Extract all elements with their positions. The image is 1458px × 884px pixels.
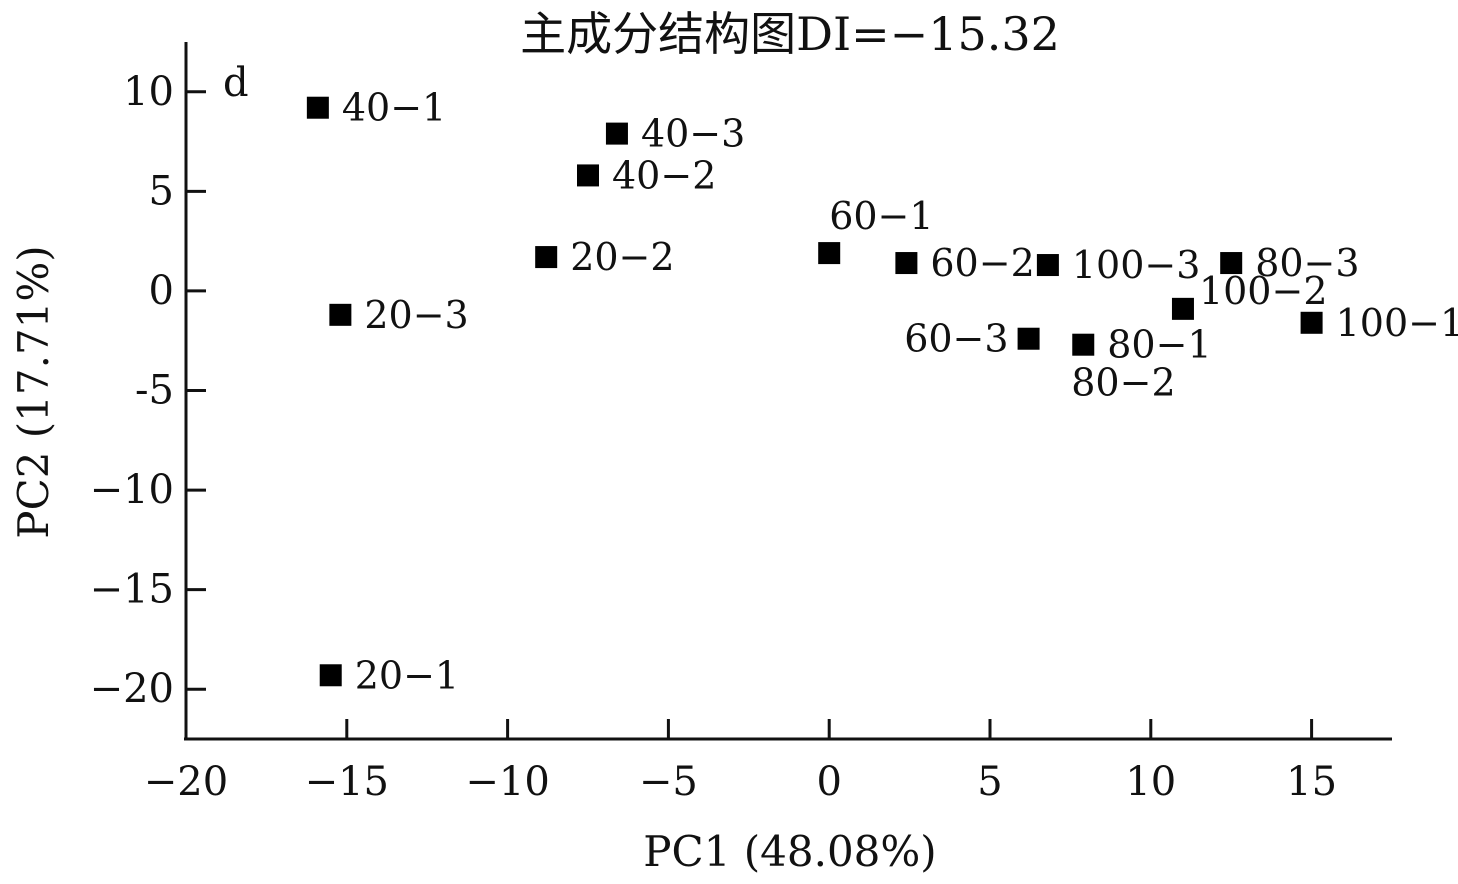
point-label-100-2: 100−2 [1199, 269, 1328, 313]
data-point-60-3 [1017, 327, 1040, 350]
x-tick-label: 15 [1286, 759, 1337, 805]
x-tick-label: 0 [816, 759, 841, 805]
point-label-80-1: 80−1 [1107, 323, 1211, 367]
chart-title: 主成分结构图DI=−15.32 [520, 7, 1060, 61]
x-tick-label: −10 [465, 759, 549, 805]
panel-letter: d [223, 60, 249, 106]
point-label-40-2: 40−2 [612, 153, 716, 197]
data-point-40-3 [605, 122, 628, 145]
data-point-labels: 40−1 40−340−2 20−2 20−3 20−1 60−160−2 100−3 80−… [342, 86, 1458, 698]
data-point-60-2 [895, 252, 918, 275]
x-tick-label: −5 [639, 759, 698, 805]
data-point-20-3 [329, 303, 352, 326]
data-points [306, 96, 1323, 687]
y-tick-label: 0 [149, 268, 174, 314]
y-tick-label: −10 [90, 467, 174, 513]
x-tick-label: −15 [305, 759, 389, 805]
data-point-20-2 [535, 246, 558, 269]
point-label-80-2: 80−2 [1071, 361, 1175, 405]
y-axis-ticks: 10 5 0 -5 −10 −15 −20 [90, 69, 206, 712]
y-tick-label: 5 [149, 168, 174, 214]
x-axis-label: PC1 (48.08%) [643, 827, 936, 876]
point-label-60-2: 60−2 [930, 241, 1034, 285]
point-label-20-2: 20−2 [570, 235, 674, 279]
x-tick-label: −20 [144, 759, 228, 805]
data-point-100-2 [1171, 297, 1194, 320]
data-point-100-1 [1300, 311, 1323, 334]
y-tick-label: -5 [135, 368, 174, 414]
point-label-60-1: 60−1 [829, 194, 933, 238]
data-point-40-2 [577, 164, 599, 187]
point-label-100-3: 100−3 [1072, 243, 1201, 287]
point-label-20-3: 20−3 [364, 293, 468, 337]
data-point-60-1 [818, 242, 841, 265]
point-label-100-1: 100−1 [1336, 301, 1458, 345]
point-label-40-1: 40−1 [342, 86, 446, 130]
data-point-80-1 [1072, 333, 1095, 356]
y-axis-label: PC2 (17.71%) [9, 245, 58, 538]
y-tick-label: 10 [123, 69, 174, 115]
data-point-80-3 [1220, 252, 1243, 275]
x-axis-ticks: −20 −15 −10 −5 0 5 10 15 [144, 719, 1337, 805]
data-point-40-1 [306, 96, 329, 119]
point-label-80-3: 80−3 [1255, 241, 1359, 285]
data-point-100-3 [1036, 254, 1059, 277]
y-tick-label: −20 [90, 666, 174, 712]
x-tick-label: 10 [1125, 759, 1176, 805]
point-label-40-3: 40−3 [641, 112, 745, 156]
point-label-20-1: 20−1 [355, 653, 459, 697]
x-tick-label: 5 [977, 759, 1002, 805]
point-label-60-3: 60−3 [904, 317, 1008, 361]
data-point-20-1 [319, 664, 342, 687]
y-tick-label: −15 [90, 567, 174, 613]
